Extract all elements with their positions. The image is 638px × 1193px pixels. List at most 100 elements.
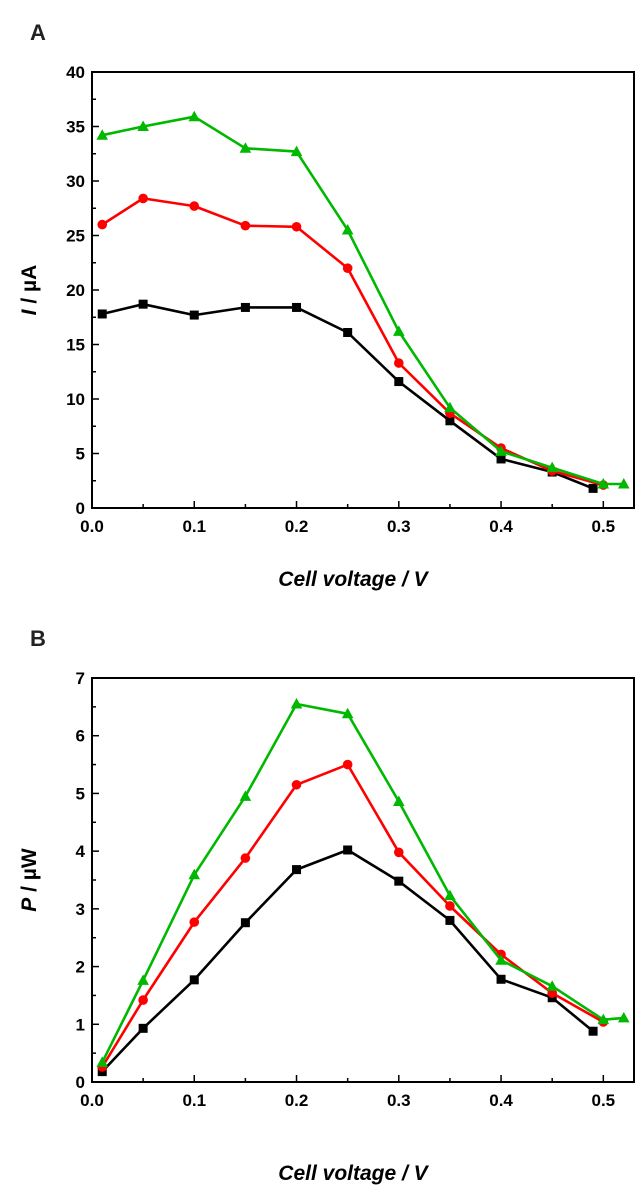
data-point	[617, 1011, 630, 1023]
data-point	[341, 707, 354, 719]
data-point	[394, 377, 404, 387]
data-point	[495, 445, 507, 456]
y-tick-label: 0	[76, 1073, 85, 1092]
x-tick-label: 0.0	[80, 1091, 104, 1110]
x-axis-title: Cell voltage / V	[278, 568, 429, 591]
y-axis-title: I / µA	[18, 265, 41, 316]
data-point	[189, 975, 199, 985]
x-tick-label: 0.0	[80, 517, 104, 536]
data-point	[291, 221, 302, 232]
data-point	[240, 302, 250, 312]
data-point	[97, 219, 108, 230]
y-axis-title-unit: / µW	[18, 848, 41, 898]
data-point	[138, 193, 148, 204]
x-tick-label: 0.1	[182, 517, 206, 536]
data-point	[342, 759, 353, 770]
y-tick-label: 30	[66, 172, 85, 191]
panel-label: B	[30, 626, 46, 651]
data-point	[546, 980, 558, 991]
data-point	[96, 1056, 109, 1067]
data-point	[292, 302, 302, 312]
data-point	[292, 865, 302, 875]
data-point	[617, 478, 630, 489]
series-triangle	[96, 697, 630, 1067]
x-tick-label: 0.2	[285, 517, 309, 536]
y-tick-label: 7	[76, 669, 85, 688]
series-line	[101, 115, 624, 486]
data-point	[291, 779, 302, 790]
data-point	[189, 201, 200, 211]
x-tick-label: 0.3	[387, 1091, 411, 1110]
data-point	[445, 416, 455, 426]
series-square	[97, 845, 598, 1077]
data-point	[588, 483, 598, 493]
x-tick-label: 0.4	[489, 517, 513, 536]
y-tick-label: 6	[76, 727, 85, 746]
data-point	[547, 988, 557, 998]
x-tick-label: 0.5	[592, 517, 616, 536]
data-point	[392, 795, 405, 807]
data-point	[240, 918, 250, 928]
data-point	[445, 901, 455, 911]
data-point	[444, 889, 456, 901]
panel-a: A 0.0 0.1 0.2 0.3 0.4 0.5 0 5 10 15 20 25 30 35 40 Cell …	[18, 20, 635, 591]
panel-b: B 0.0 0.1 0.2 0.3 0.4 0.5 0 1 2 3 4 5 6 7 Cell voltage …	[18, 626, 635, 1185]
data-point	[239, 790, 252, 801]
data-point	[343, 328, 353, 338]
data-point	[496, 454, 506, 464]
data-point	[588, 1026, 598, 1036]
y-tick-label: 2	[76, 958, 85, 977]
data-point	[137, 974, 149, 985]
y-tick-label: 35	[66, 118, 85, 137]
data-point	[239, 142, 252, 153]
y-tick-label: 20	[66, 281, 85, 300]
x-axis-title: Cell voltage / V	[278, 1162, 429, 1185]
data-point	[137, 120, 149, 131]
data-point	[394, 876, 404, 886]
y-tick-label: 1	[76, 1015, 85, 1034]
series-line	[101, 763, 604, 1068]
data-point	[392, 325, 405, 336]
data-point	[188, 110, 201, 122]
y-axis-title-symbol: I	[18, 308, 41, 315]
data-point	[96, 129, 109, 140]
data-point	[97, 309, 107, 319]
data-point	[240, 220, 251, 231]
data-point	[496, 974, 506, 984]
plot-frame	[91, 71, 635, 509]
data-point	[341, 224, 354, 235]
data-point	[445, 915, 455, 925]
y-tick-label: 15	[66, 336, 85, 355]
data-point	[138, 995, 148, 1005]
data-point	[343, 845, 353, 855]
x-tick-label: 0.2	[285, 1091, 309, 1110]
data-point	[546, 461, 558, 473]
data-point	[290, 697, 303, 709]
data-point	[188, 868, 201, 880]
y-tick-label: 5	[76, 784, 85, 803]
y-axis-title-unit: / µA	[18, 265, 41, 310]
x-tick-label: 0.1	[182, 1091, 206, 1110]
y-axis-title-symbol: P	[18, 897, 41, 912]
data-point	[342, 263, 353, 274]
x-tick-label: 0.5	[592, 1091, 616, 1110]
x-tick-label: 0.3	[387, 517, 411, 536]
data-point	[393, 358, 404, 368]
data-point	[138, 299, 148, 309]
series-line	[101, 848, 594, 1073]
y-tick-label: 0	[76, 499, 85, 518]
y-tick-label: 40	[66, 63, 85, 82]
y-tick-label: 3	[76, 900, 85, 919]
y-tick-label: 4	[76, 842, 86, 861]
y-axis-title: P / µW	[18, 848, 41, 912]
series-square	[97, 299, 598, 493]
data-point	[444, 401, 456, 413]
y-tick-label: 25	[66, 227, 85, 246]
data-point	[495, 954, 507, 965]
data-point	[138, 1023, 148, 1033]
series-line	[101, 702, 624, 1063]
x-tick-label: 0.4	[489, 1091, 513, 1110]
data-point	[189, 310, 199, 320]
data-point	[393, 847, 404, 858]
